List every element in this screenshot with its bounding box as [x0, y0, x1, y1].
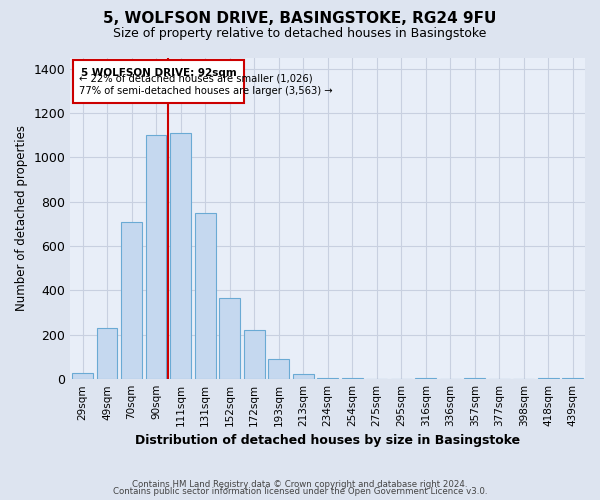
Text: Size of property relative to detached houses in Basingstoke: Size of property relative to detached ho…: [113, 28, 487, 40]
Text: 5, WOLFSON DRIVE, BASINGSTOKE, RG24 9FU: 5, WOLFSON DRIVE, BASINGSTOKE, RG24 9FU: [103, 11, 497, 26]
Bar: [121, 222, 142, 379]
Bar: [97, 328, 118, 379]
Bar: [146, 135, 166, 379]
Text: Contains HM Land Registry data © Crown copyright and database right 2024.: Contains HM Land Registry data © Crown c…: [132, 480, 468, 489]
Text: 5 WOLFSON DRIVE: 92sqm: 5 WOLFSON DRIVE: 92sqm: [80, 68, 236, 78]
Bar: [317, 378, 338, 379]
Text: 77% of semi-detached houses are larger (3,563) →: 77% of semi-detached houses are larger (…: [79, 86, 332, 96]
Bar: [415, 378, 436, 379]
Bar: [293, 374, 314, 379]
Bar: [268, 359, 289, 379]
Text: ← 22% of detached houses are smaller (1,026): ← 22% of detached houses are smaller (1,…: [79, 74, 313, 84]
Bar: [170, 133, 191, 379]
Bar: [244, 330, 265, 379]
Bar: [464, 378, 485, 379]
Text: Contains public sector information licensed under the Open Government Licence v3: Contains public sector information licen…: [113, 488, 487, 496]
Y-axis label: Number of detached properties: Number of detached properties: [15, 126, 28, 312]
Bar: [342, 378, 362, 379]
Bar: [219, 298, 240, 379]
Bar: [562, 378, 583, 379]
Bar: [538, 378, 559, 379]
X-axis label: Distribution of detached houses by size in Basingstoke: Distribution of detached houses by size …: [135, 434, 520, 448]
Bar: [72, 372, 93, 379]
Bar: [73, 60, 244, 103]
Bar: [194, 213, 215, 379]
